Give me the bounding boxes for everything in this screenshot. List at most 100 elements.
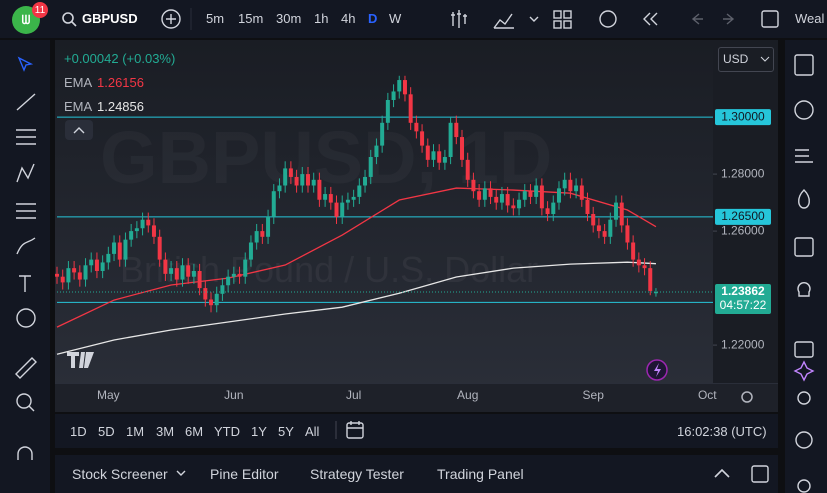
range-button[interactable]: 3M	[156, 424, 175, 439]
candle-body	[112, 242, 117, 254]
candle-body	[157, 236, 162, 260]
range-button[interactable]: 1Y	[251, 424, 267, 439]
magnet-tool[interactable]	[17, 446, 33, 460]
clock[interactable]: 16:02:38 (UTC)	[677, 424, 767, 439]
range-button[interactable]: All	[305, 424, 320, 439]
dropdown[interactable]	[529, 16, 539, 22]
candle-body	[283, 168, 288, 186]
measure-tool[interactable]	[15, 357, 37, 379]
candle-body	[163, 259, 168, 274]
candle-body	[117, 242, 122, 260]
add-symbol[interactable]	[161, 9, 181, 29]
signals-icon[interactable]	[797, 391, 811, 405]
candle-body	[260, 231, 265, 237]
candle-body	[328, 194, 333, 203]
x-tick-label: May	[97, 388, 120, 402]
interval[interactable]: W	[389, 11, 402, 26]
goto-date[interactable]	[335, 418, 375, 442]
candle-body	[499, 194, 504, 203]
interval[interactable]: 15m	[238, 11, 264, 26]
pattern-tool[interactable]	[16, 163, 35, 183]
brush-tool[interactable]	[16, 237, 36, 255]
interval[interactable]: 5m	[206, 11, 225, 26]
x-tick-label: Jun	[224, 388, 243, 402]
alert[interactable]	[599, 10, 617, 28]
symbol[interactable]: GBPUSD	[82, 11, 138, 26]
badge	[32, 2, 48, 18]
indicators[interactable]	[493, 13, 514, 29]
candle-body	[129, 231, 134, 240]
candle-body	[636, 259, 641, 266]
collapse-icon	[73, 127, 85, 134]
line-tool[interactable]	[16, 93, 36, 111]
price-tag	[715, 284, 771, 315]
layout	[553, 20, 562, 29]
candle-body	[642, 265, 647, 269]
interval[interactable]: 1h	[314, 11, 329, 26]
watchlist[interactable]: Weal	[795, 11, 825, 26]
zoom-tool	[28, 405, 35, 412]
candle-body	[380, 122, 385, 146]
zoom-tool[interactable]	[16, 393, 32, 409]
cursor-tool[interactable]	[17, 56, 34, 72]
range-button[interactable]: 6M	[185, 424, 204, 439]
chart-type[interactable]	[451, 10, 467, 28]
candle-body	[146, 219, 151, 226]
candle-body	[488, 188, 493, 197]
settings-icon[interactable]	[741, 391, 753, 403]
fib-tool[interactable]	[16, 129, 36, 145]
range-button[interactable]: 5D	[98, 424, 115, 439]
collapse-button[interactable]	[65, 120, 93, 140]
stream-icon[interactable]	[795, 431, 813, 449]
tab-caret[interactable]	[175, 467, 187, 479]
hotlist-icon[interactable]	[798, 189, 810, 209]
currency-select[interactable]	[718, 47, 774, 72]
emoji-tool[interactable]	[16, 308, 36, 328]
candle-body	[323, 194, 328, 200]
range-button[interactable]: 1M	[126, 424, 145, 439]
panel-tab[interactable]: Pine Editor	[210, 466, 279, 482]
x-tick-label: Oct	[698, 388, 717, 402]
interval[interactable]: 4h	[341, 11, 356, 26]
range-button[interactable]: 1D	[70, 424, 87, 439]
undo[interactable]	[691, 13, 703, 25]
panel-tab[interactable]: Stock Screener	[72, 466, 168, 482]
watchlist-icon[interactable]	[794, 54, 814, 76]
assistant-icon	[654, 363, 661, 377]
projection-tool[interactable]	[16, 203, 36, 219]
currency: USD	[723, 52, 749, 66]
calendar-icon[interactable]	[794, 237, 814, 257]
indicator-name[interactable]: EMA	[64, 75, 93, 90]
help-icon[interactable]	[797, 479, 811, 493]
panel-tab[interactable]: Trading Panel	[437, 466, 524, 482]
range-button[interactable]: YTD	[214, 424, 240, 439]
interval-active[interactable]: D	[368, 11, 378, 26]
assistant-icon[interactable]	[793, 360, 815, 382]
candle-body	[100, 262, 105, 271]
maximize-panel[interactable]	[751, 465, 769, 483]
panel-tab[interactable]: Strategy Tester	[310, 466, 404, 482]
range-button[interactable]: 5Y	[278, 424, 294, 439]
candle-body	[357, 185, 362, 197]
layout[interactable]	[553, 10, 562, 19]
ideas-icon[interactable]	[797, 282, 811, 297]
price-change: +0.00042 (+0.03%)	[64, 51, 176, 66]
chat-icon[interactable]	[794, 341, 814, 358]
candle-body	[140, 219, 145, 229]
candle-body	[186, 265, 191, 277]
expand-panel[interactable]	[714, 468, 730, 478]
text-tool[interactable]	[19, 275, 31, 292]
x-tick-label: Jul	[346, 388, 361, 402]
alerts-icon[interactable]	[794, 100, 814, 120]
replay[interactable]	[643, 12, 658, 26]
candle-body	[482, 188, 487, 200]
interval[interactable]: 30m	[276, 11, 302, 26]
left-toolbar	[0, 40, 50, 493]
checkbox[interactable]	[761, 10, 779, 28]
redo[interactable]	[723, 13, 735, 25]
candle-body	[226, 276, 231, 286]
news-icon[interactable]	[795, 149, 813, 163]
search-icon[interactable]	[62, 12, 74, 24]
candle-body	[169, 268, 174, 274]
indicator-name[interactable]: EMA	[64, 99, 93, 114]
